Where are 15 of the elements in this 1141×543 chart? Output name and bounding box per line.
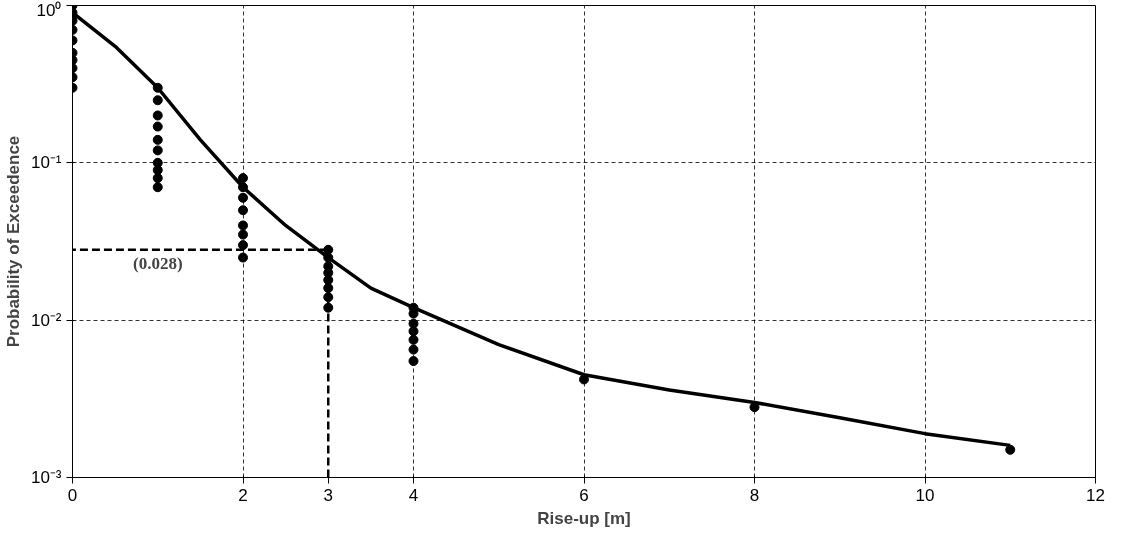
annotation: (0.028) bbox=[132, 253, 183, 273]
x-tick-label: 4 bbox=[408, 485, 419, 505]
x-tick-label: 6 bbox=[579, 485, 589, 505]
y-tick-label: 10⁻¹ bbox=[30, 153, 62, 173]
y-tick-label: 10⁰ bbox=[36, 0, 62, 20]
y-tick-label: 10⁻² bbox=[30, 310, 62, 330]
x-tick-label: 0 bbox=[67, 485, 78, 505]
y-tick-label: 10⁻³ bbox=[30, 468, 62, 487]
x-tick-label: 8 bbox=[749, 485, 760, 505]
x-tick-label: 12 bbox=[1086, 485, 1105, 505]
x-tick-label: 10 bbox=[915, 485, 935, 505]
y-axis-title: Probability of Exceedence bbox=[3, 135, 23, 348]
x-tick-label: 2 bbox=[238, 485, 248, 505]
x-axis-title: Rise-up [m] bbox=[537, 508, 631, 528]
x-tick-label: 3 bbox=[323, 485, 333, 505]
